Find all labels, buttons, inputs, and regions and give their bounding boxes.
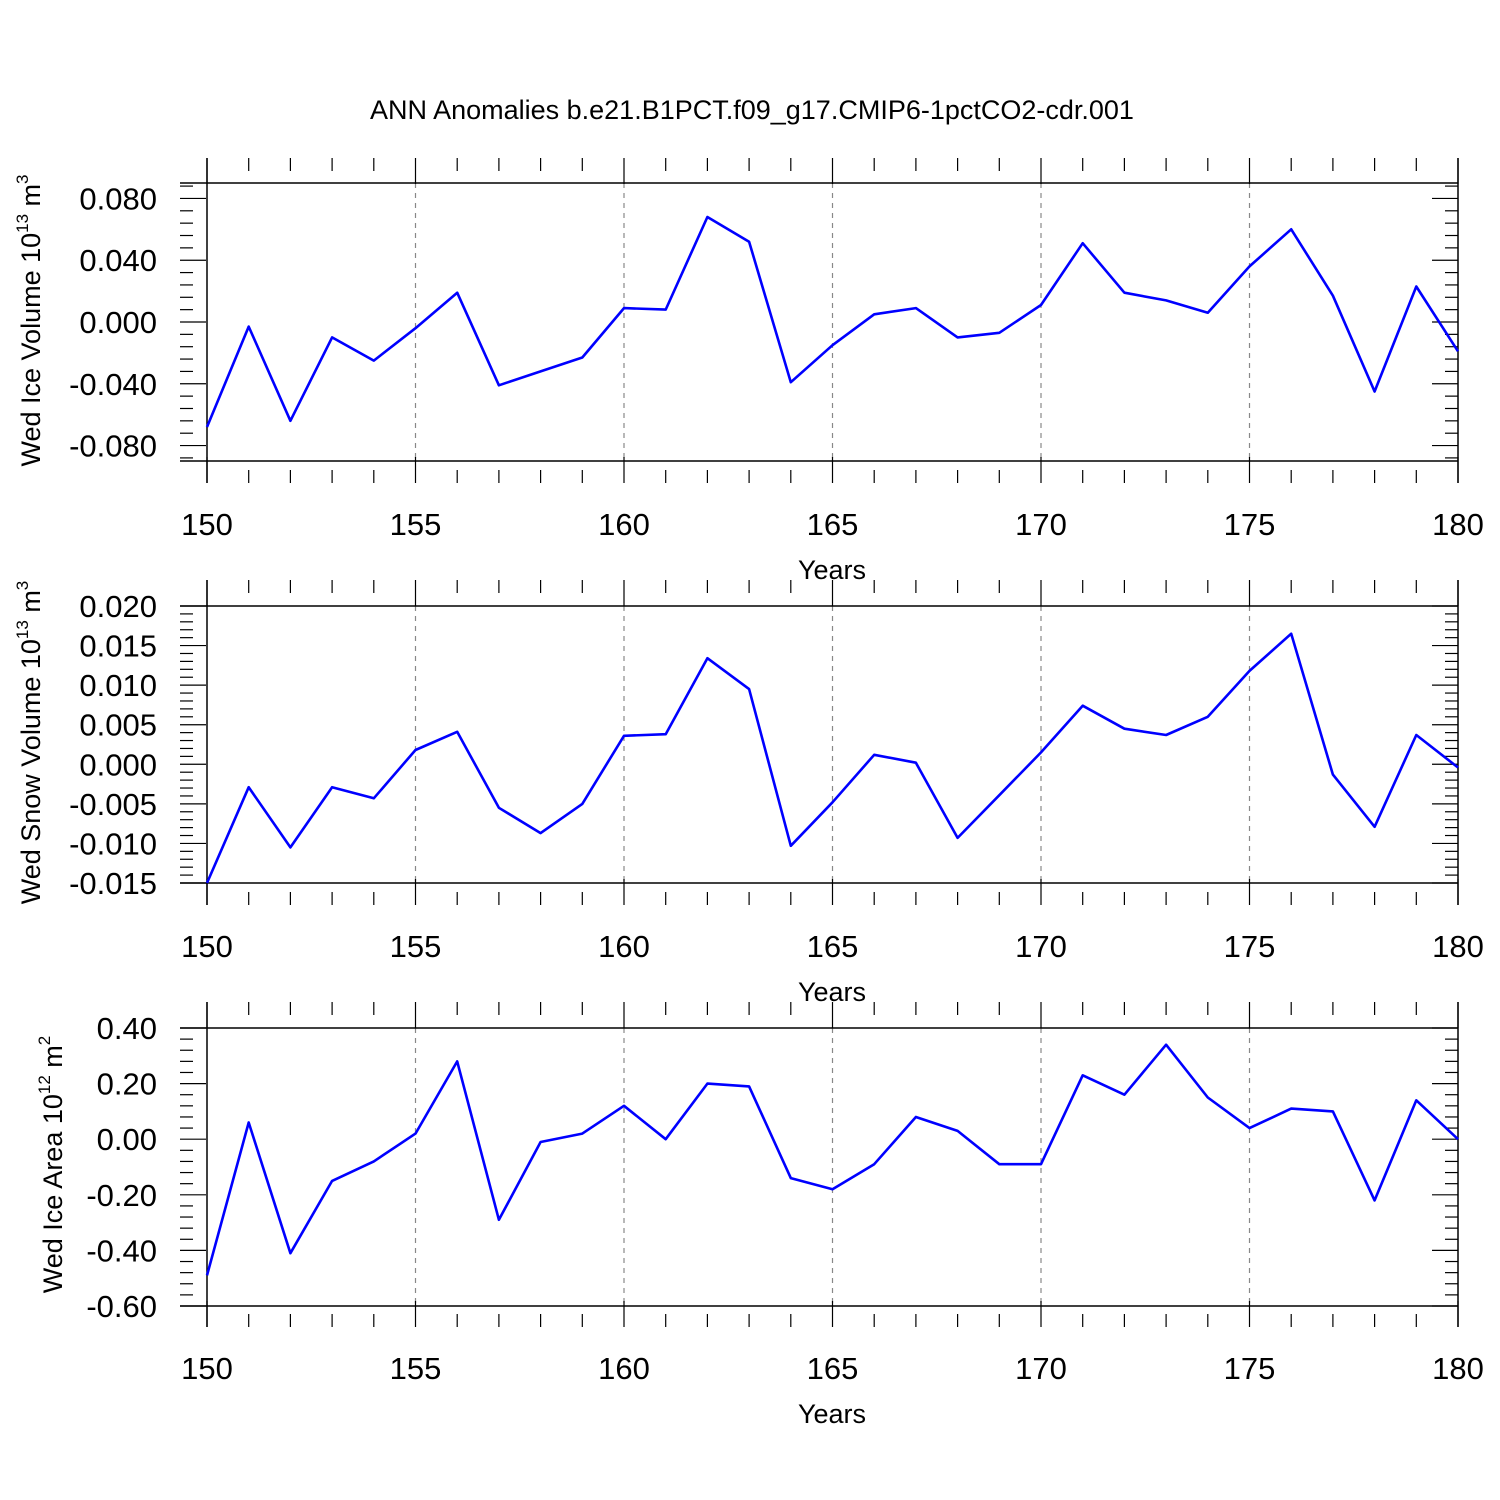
y-tick-label: 0.040 — [79, 243, 157, 278]
y-axis-label-text: Wed Snow Volume 10 — [16, 639, 46, 904]
y-tick-label: 0.00 — [97, 1122, 157, 1157]
x-tick-label: 165 — [807, 1351, 859, 1386]
y-tick-label: 0.015 — [79, 629, 157, 664]
x-tick-label: 160 — [598, 929, 650, 964]
y-tick-label: 0.20 — [97, 1067, 157, 1102]
x-tick-label: 180 — [1432, 929, 1484, 964]
y-tick-label: 0.40 — [97, 1011, 157, 1046]
x-tick-label: 155 — [390, 1351, 442, 1386]
y-axis-label-exponent: 12 — [35, 1075, 54, 1094]
y-tick-label: -0.080 — [69, 429, 157, 464]
x-tick-label: 170 — [1015, 929, 1067, 964]
x-tick-label: 155 — [390, 929, 442, 964]
wed-ice-area-panel: 150 155 160 165 170 175 180 Years -0.60 -0.40 -0.2… — [35, 1002, 1484, 1429]
wed-snow-volume-panel: 150 155 160 165 170 175 180Years-0.015-0.010-0… — [13, 580, 1484, 1007]
y-axis-label-text: Wed Ice Volume 10 — [16, 233, 46, 467]
y-tick-label: 0.000 — [79, 747, 157, 782]
x-tick-label: 175 — [1224, 1351, 1276, 1386]
y-axis-label-unit-exponent: 3 — [13, 581, 32, 590]
x-tick-label: 180 — [1432, 1351, 1484, 1386]
y-tick-label: -0.005 — [69, 787, 157, 822]
y-tick-label: -0.015 — [69, 866, 157, 901]
y-axis-label: Wed Ice Area 1012 m2 — [35, 1036, 68, 1294]
y-axis-label-unit: m — [16, 590, 46, 620]
y-axis-label-exponent: 13 — [13, 620, 32, 639]
y-axis-label-unit: m — [38, 1045, 68, 1075]
y-tick-label: -0.010 — [69, 826, 157, 861]
y-axis-label: Wed Ice Volume 1013 m3 — [13, 174, 46, 466]
y-axis-label: Wed Snow Volume 1013 m3 — [13, 581, 46, 905]
x-tick-label: 180 — [1432, 507, 1484, 542]
wed-snow-volume-series-line — [205, 632, 1459, 884]
y-axis-label-text: Wed Ice Area 10 — [38, 1094, 68, 1293]
x-tick-label: 170 — [1015, 1351, 1067, 1386]
chart-panels: 150 155 160 165 170 175 180 Years -0.080 -0.040 0.… — [13, 158, 1484, 1429]
y-tick-label: -0.40 — [86, 1233, 157, 1268]
x-tick-label: 150 — [181, 507, 233, 542]
y-tick-label: -0.20 — [86, 1178, 157, 1213]
x-tick-label: 170 — [1015, 507, 1067, 542]
y-tick-label: 0.005 — [79, 708, 157, 743]
x-tick-label: 165 — [807, 507, 859, 542]
y-axis-label-unit-exponent: 3 — [13, 174, 32, 183]
wed-ice-volume-series-line — [205, 215, 1460, 428]
x-tick-label: 160 — [598, 507, 650, 542]
x-tick-label: 150 — [181, 929, 233, 964]
wed-ice-area-series-line — [205, 1043, 1459, 1276]
y-tick-label: -0.040 — [69, 367, 157, 402]
chart-title: ANN Anomalies b.e21.B1PCT.f09_g17.CMIP6-… — [370, 95, 1134, 125]
x-tick-label: 175 — [1224, 507, 1276, 542]
y-tick-label: 0.020 — [79, 589, 157, 624]
x-tick-label: 175 — [1224, 929, 1276, 964]
y-tick-label: 0.080 — [79, 181, 157, 216]
y-tick-label: 0.010 — [79, 668, 157, 703]
y-tick-label: -0.60 — [86, 1289, 157, 1324]
y-axis-label-unit-exponent: 2 — [35, 1036, 54, 1045]
y-axis-label-exponent: 13 — [13, 214, 32, 233]
y-axis-label-unit: m — [16, 184, 46, 214]
wed-ice-volume-panel: 150 155 160 165 170 175 180Years-0.080-0.0400.… — [13, 158, 1484, 585]
x-axis-label: Years — [798, 1399, 866, 1429]
x-tick-label: 155 — [390, 507, 442, 542]
x-tick-label: 150 — [181, 1351, 233, 1386]
x-tick-label: 165 — [807, 929, 859, 964]
x-tick-label: 160 — [598, 1351, 650, 1386]
y-tick-label: 0.000 — [79, 305, 157, 340]
